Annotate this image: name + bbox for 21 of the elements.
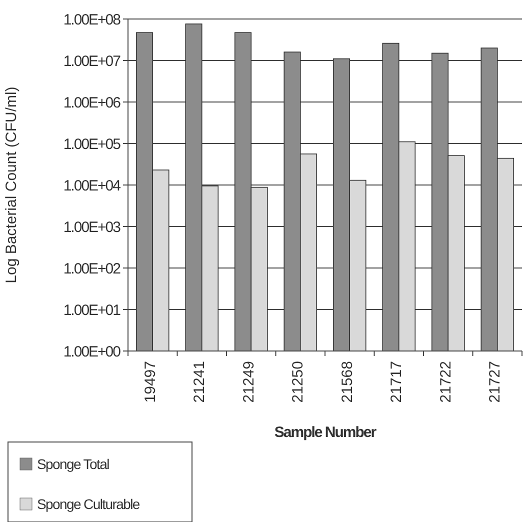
y-tick-label: 1.00E+01 — [63, 302, 121, 319]
y-tick-label: 1.00E+06 — [63, 94, 121, 112]
x-tick-label: 21568 — [338, 361, 356, 403]
x-tick-label: 21250 — [290, 361, 307, 403]
x-tick-label: 21722 — [437, 361, 454, 403]
y-tick-label: 1.00E+04 — [63, 177, 121, 194]
legend-label: Sponge Culturable — [37, 496, 140, 512]
y-tick-label: 1.00E+05 — [63, 136, 121, 153]
y-tick-label: 1.00E+08 — [63, 11, 121, 28]
y-tick-label: 1.00E+00 — [63, 343, 121, 360]
legend-label: Sponge Total — [37, 456, 110, 472]
x-axis-title: Sample Number — [274, 424, 377, 441]
x-tick-label: 21249 — [240, 361, 258, 403]
y-tick-label: 1.00E+03 — [63, 218, 121, 236]
x-tick-label: 21241 — [191, 361, 208, 403]
x-tick-label: 21717 — [388, 361, 406, 403]
y-tick-label: 1.00E+07 — [63, 52, 121, 70]
y-axis-title: Log Bacterial Count (CFU/ml) — [3, 86, 20, 284]
y-tick-label: 1.00E+02 — [63, 260, 121, 278]
x-tick-label: 19497 — [142, 361, 159, 403]
x-tick-label: 21727 — [486, 361, 504, 403]
